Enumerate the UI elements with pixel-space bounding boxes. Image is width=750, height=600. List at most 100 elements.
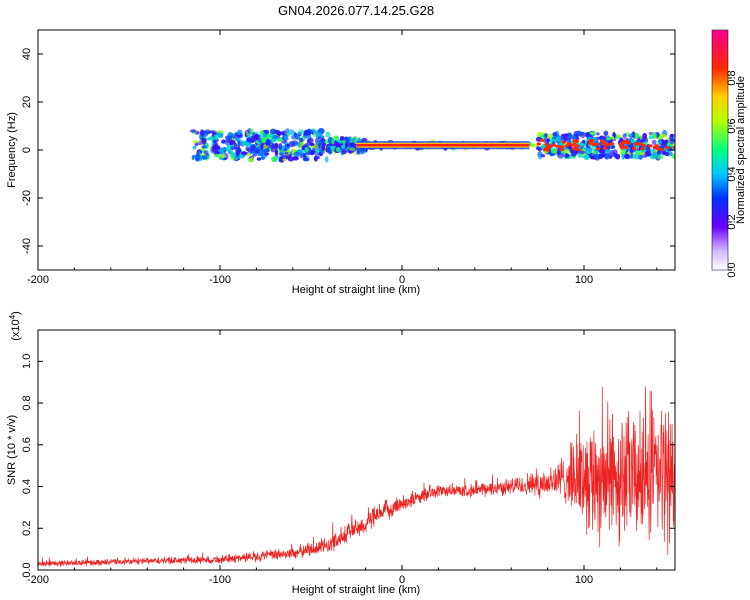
spectrogram-noise-cell	[0, 115, 3, 123]
spectrogram-noise-cell	[0, 211, 2, 216]
spectrogram-noise-cell	[0, 250, 3, 255]
spectrogram-noise-cell	[0, 111, 1, 117]
spectrogram-x-ticks: -200 -100 0 100	[27, 30, 658, 286]
spectrogram-noise-cell	[0, 182, 1, 189]
spectrogram-noise-cell	[0, 128, 2, 136]
spectrogram-noise-cell	[0, 80, 3, 88]
spectrogram-noise-cell	[0, 256, 3, 261]
spectrogram-noise-cell	[0, 217, 2, 223]
spectrogram-noise-cell	[0, 76, 2, 82]
spectrogram-noise-cell	[0, 199, 2, 203]
spectrogram-noise-cell	[0, 201, 3, 208]
spectrogram-noise-cell	[0, 85, 1, 89]
spectrogram-noise-cell	[0, 80, 2, 84]
spectrogram-noise-cell	[0, 51, 2, 58]
spectrogram-noise-cell	[0, 124, 2, 132]
spectrogram-noise-cell	[0, 200, 2, 208]
spectrogram-noise-cell	[0, 210, 1, 216]
spectrogram-noise-cell	[0, 176, 1, 182]
spectrogram-noise-cell	[0, 142, 3, 148]
spectrogram-noise-cell	[0, 124, 2, 132]
spectrogram-noise-cell	[0, 88, 2, 92]
spectrogram-noise-cell	[0, 208, 3, 215]
spectrogram-noise-cell	[0, 45, 1, 53]
spectrogram-noise-cell	[0, 141, 1, 148]
spectrogram-noise-cell	[0, 32, 3, 39]
spectrogram-noise-cell	[0, 253, 1, 259]
spectrogram-noise-cell	[0, 236, 1, 241]
spectrogram-noise-cell	[0, 160, 2, 164]
spectrogram-noise-cell	[0, 147, 3, 155]
spectrogram-noise-cell	[0, 239, 2, 247]
spectrogram-noise-cell	[0, 105, 3, 109]
spectrogram-noise-cell	[0, 261, 2, 266]
spectrogram-noise-cell	[0, 64, 2, 72]
spectrogram-noise-cell	[0, 67, 2, 72]
spectrogram-noise-cell	[0, 66, 3, 74]
spectrogram-noise-cell	[0, 256, 3, 264]
spectrogram-noise-cell	[0, 210, 1, 216]
spectrogram-noise-cell	[0, 32, 3, 40]
spectrogram-noise-cell	[0, 212, 2, 219]
spectrogram-noise-cell	[0, 172, 2, 180]
spectrogram-noise-cell	[0, 256, 2, 264]
spectrogram-noise-cell	[0, 35, 2, 43]
spectrogram-noise-cell	[0, 35, 2, 42]
spectrogram-noise-cell	[0, 149, 2, 156]
spectrogram-noise-cell	[0, 162, 1, 170]
spectrogram-noise-cell	[0, 55, 1, 61]
spectrogram-noise-cell	[0, 87, 2, 91]
spectrogram-noise-cell	[0, 61, 3, 66]
spectrogram-noise-cell	[0, 44, 1, 52]
spectrogram-noise-cell	[0, 184, 2, 188]
spectrogram-noise-cell	[0, 196, 3, 205]
spectrogram-noise-cell	[0, 245, 2, 252]
spectrogram-noise-cell	[0, 139, 2, 146]
spectrogram-noise-cell	[0, 162, 3, 167]
spectrogram-noise-cell	[0, 223, 2, 229]
spectrogram-noise-cell	[0, 43, 3, 48]
spectrogram-noise-cell	[0, 265, 3, 271]
spectrogram-noise-cell	[0, 78, 2, 82]
spectrogram-band-cell	[192, 145, 197, 150]
spectrogram-noise-cell	[0, 123, 2, 129]
spectrogram-band-cell	[543, 133, 548, 141]
spectrogram-noise-cell	[0, 240, 1, 245]
spectrogram-noise-cell	[0, 54, 3, 62]
spectrogram-band-cell	[631, 131, 636, 138]
spectrogram-noise-cell	[0, 165, 2, 173]
spectrogram-band-cell	[642, 138, 646, 143]
spectrogram-noise-cell	[0, 250, 2, 254]
spectrogram-noise-cell	[0, 259, 2, 267]
spectrogram-noise-cell	[0, 142, 3, 147]
spectrogram-noise-cell	[0, 254, 1, 258]
spectrogram-track-core	[356, 144, 530, 147]
spectrogram-noise-cell	[0, 130, 2, 135]
spectrogram-noise-cell	[0, 214, 3, 219]
spectrogram-noise-cell	[0, 183, 1, 189]
spectrogram-noise-cell	[0, 153, 2, 161]
spectrogram-noise-cell	[0, 47, 2, 52]
spectrogram-noise-cell	[0, 187, 2, 195]
spectrogram-noise-cell	[0, 150, 2, 158]
spectrogram-band-cell	[292, 156, 299, 161]
spectrogram-noise-cell	[0, 127, 2, 136]
spectrogram-noise-cell	[0, 187, 2, 193]
spectrogram-noise-cell	[0, 221, 2, 230]
spectrogram-noise-cell	[0, 200, 2, 208]
spectrogram-noise-cell	[0, 107, 2, 113]
spectrogram-noise-cell	[0, 224, 2, 228]
spectrogram-noise-cell	[0, 217, 2, 226]
spectrogram-noise-cell	[0, 40, 2, 47]
spectrogram-noise-cell	[0, 166, 3, 174]
spectrogram-noise-cell	[0, 188, 2, 196]
spectrogram-noise-cell	[0, 221, 3, 229]
spectrogram-noise-cell	[0, 205, 1, 209]
spectrogram-noise-cell	[0, 146, 2, 154]
spectrogram-noise-cell	[0, 235, 2, 241]
spectrogram-noise-cell	[0, 137, 2, 144]
spectrogram-noise-cell	[0, 175, 2, 180]
spectrogram-noise-cell	[0, 202, 3, 210]
spectrogram-noise-cell	[0, 51, 2, 57]
